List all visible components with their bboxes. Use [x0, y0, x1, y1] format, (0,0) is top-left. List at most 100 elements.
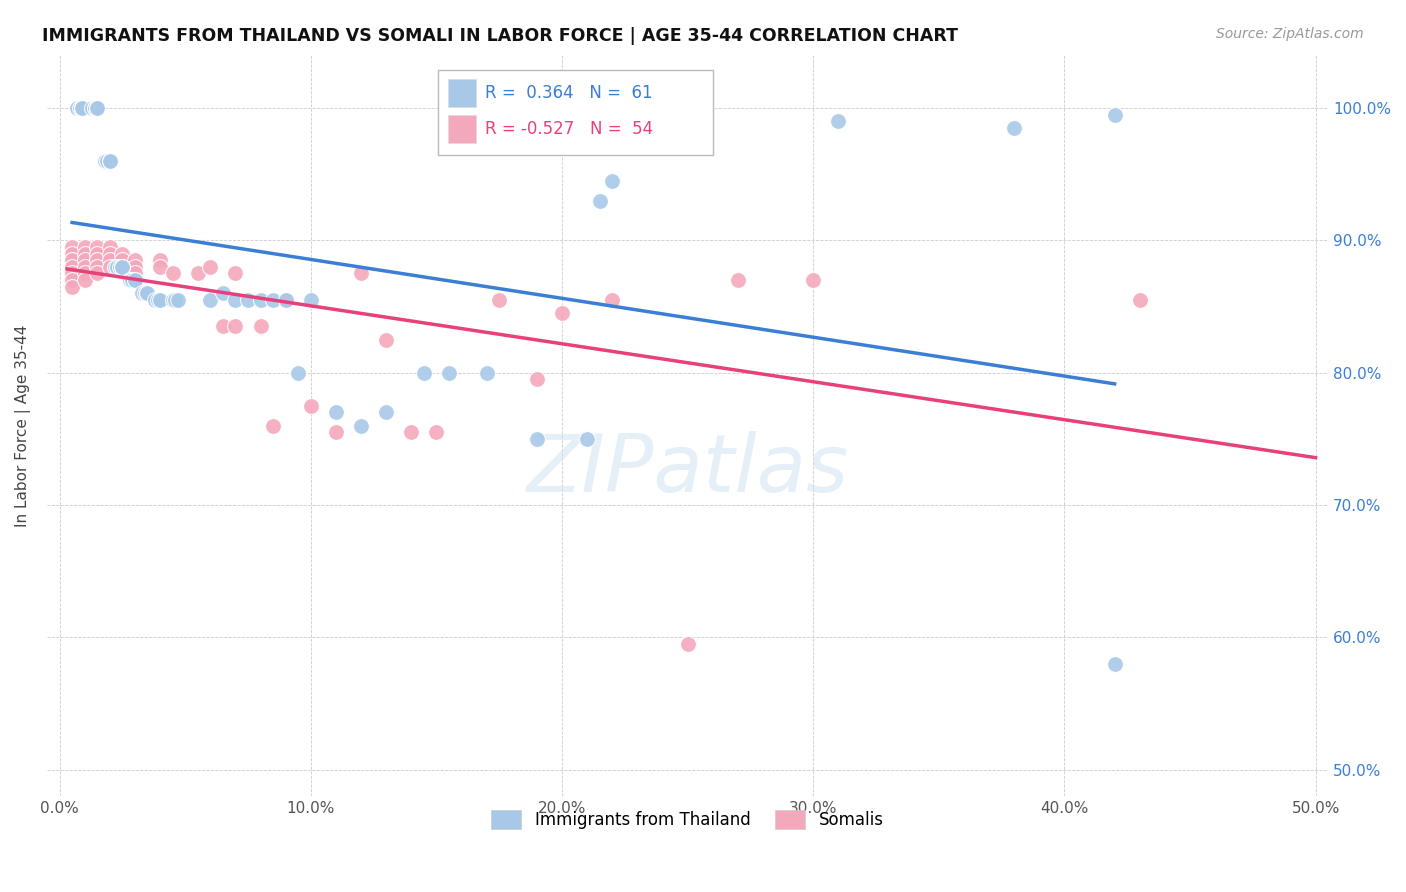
Point [412, 366, 434, 380]
Point [111, 246, 134, 260]
Point [488, 293, 510, 307]
Point [299, 293, 322, 307]
Point [165, 293, 187, 307]
Point [98, 153, 121, 168]
Text: Source: ZipAtlas.com: Source: ZipAtlas.com [1216, 27, 1364, 41]
Point [399, 425, 422, 440]
Y-axis label: In Labor Force | Age 35-44: In Labor Force | Age 35-44 [15, 325, 31, 527]
Point [60, 273, 83, 287]
Point [551, 306, 574, 320]
Point [588, 194, 610, 208]
Point [325, 405, 347, 419]
Point [70, 101, 93, 115]
Point [96, 153, 118, 168]
Point [475, 366, 498, 380]
Point [86, 101, 108, 115]
Bar [437, 70, 713, 155]
Point [124, 260, 146, 274]
Point [86, 267, 108, 281]
Point [187, 267, 209, 281]
Point [111, 260, 134, 274]
Point [124, 267, 146, 281]
Bar [449, 115, 477, 144]
Point [136, 286, 159, 301]
Point [86, 246, 108, 260]
Point [60, 240, 83, 254]
Point [249, 293, 271, 307]
Point [211, 319, 233, 334]
Point [98, 260, 121, 274]
Point [249, 319, 271, 334]
Point [121, 273, 143, 287]
Point [70, 101, 93, 115]
Point [801, 273, 824, 287]
Point [236, 293, 259, 307]
Point [83, 101, 105, 115]
Point [526, 372, 548, 386]
Point [83, 101, 105, 115]
Point [162, 267, 184, 281]
Point [118, 273, 141, 287]
Point [600, 293, 623, 307]
Point [162, 293, 184, 307]
Point [111, 260, 134, 274]
Point [200, 260, 222, 274]
Point [73, 260, 96, 274]
Point [60, 253, 83, 268]
Point [124, 273, 146, 287]
Point [98, 153, 121, 168]
Point [111, 260, 134, 274]
Point [131, 286, 153, 301]
Point [134, 286, 156, 301]
Point [576, 432, 599, 446]
Point [60, 260, 83, 274]
Point [262, 418, 284, 433]
Point [350, 418, 373, 433]
Point [86, 253, 108, 268]
Point [98, 153, 121, 168]
Point [224, 267, 246, 281]
Point [1104, 657, 1126, 671]
Point [69, 101, 91, 115]
Point [73, 240, 96, 254]
Point [124, 273, 146, 287]
Point [98, 240, 121, 254]
Point [149, 253, 172, 268]
Point [600, 174, 623, 188]
Point [73, 253, 96, 268]
Point [70, 101, 93, 115]
Point [224, 293, 246, 307]
Point [299, 399, 322, 413]
Point [1104, 108, 1126, 122]
Text: R =  0.364   N =  61: R = 0.364 N = 61 [485, 84, 652, 102]
Point [827, 114, 849, 128]
Point [143, 293, 166, 307]
Point [70, 101, 93, 115]
Point [98, 253, 121, 268]
Point [70, 101, 93, 115]
Point [66, 101, 89, 115]
Point [526, 432, 548, 446]
Point [108, 260, 131, 274]
Point [437, 366, 460, 380]
Text: R = -0.527   N =  54: R = -0.527 N = 54 [485, 120, 654, 138]
Point [200, 293, 222, 307]
Point [262, 293, 284, 307]
Point [224, 319, 246, 334]
Point [375, 333, 398, 347]
Point [350, 267, 373, 281]
Point [124, 253, 146, 268]
Point [86, 240, 108, 254]
Legend: Immigrants from Thailand, Somalis: Immigrants from Thailand, Somalis [485, 804, 890, 836]
Point [60, 246, 83, 260]
Point [86, 101, 108, 115]
Point [375, 405, 398, 419]
Point [111, 260, 134, 274]
Point [86, 101, 108, 115]
Point [1002, 120, 1025, 135]
Point [1129, 293, 1152, 307]
Point [111, 253, 134, 268]
Point [73, 246, 96, 260]
Point [60, 267, 83, 281]
Point [274, 293, 297, 307]
